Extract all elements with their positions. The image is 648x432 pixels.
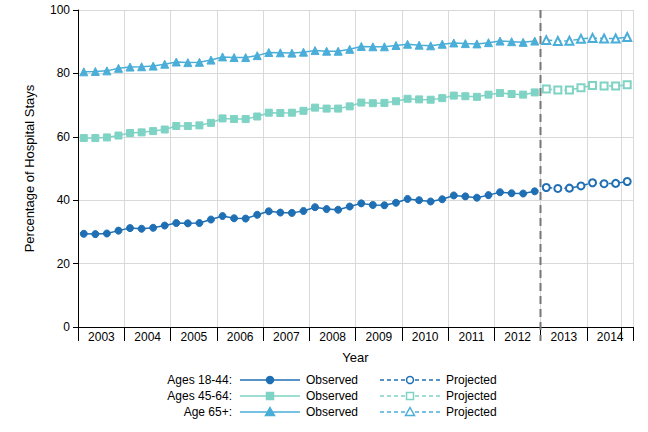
svg-text:2003: 2003 xyxy=(88,330,115,344)
svg-text:Percentage of Hospital Stays: Percentage of Hospital Stays xyxy=(22,84,37,252)
svg-text:Observed: Observed xyxy=(306,373,358,387)
svg-text:2010: 2010 xyxy=(412,330,439,344)
svg-text:Projected: Projected xyxy=(446,373,497,387)
svg-text:2006: 2006 xyxy=(227,330,254,344)
svg-text:80: 80 xyxy=(57,66,71,80)
svg-text:Age 65+:: Age 65+: xyxy=(184,405,232,419)
svg-text:2004: 2004 xyxy=(134,330,161,344)
svg-text:Ages 18-44:: Ages 18-44: xyxy=(167,373,232,387)
svg-text:Observed: Observed xyxy=(306,389,358,403)
svg-text:Observed: Observed xyxy=(306,405,358,419)
svg-text:Year: Year xyxy=(342,350,369,365)
svg-text:100: 100 xyxy=(50,3,70,17)
svg-text:0: 0 xyxy=(63,320,70,334)
svg-text:40: 40 xyxy=(57,193,71,207)
svg-text:2009: 2009 xyxy=(366,330,393,344)
svg-text:60: 60 xyxy=(57,130,71,144)
svg-text:2008: 2008 xyxy=(319,330,346,344)
svg-text:2011: 2011 xyxy=(459,330,485,344)
svg-text:Projected: Projected xyxy=(446,389,497,403)
svg-text:2012: 2012 xyxy=(504,330,531,344)
svg-text:20: 20 xyxy=(57,257,71,271)
svg-text:2013: 2013 xyxy=(551,330,578,344)
svg-text:Projected: Projected xyxy=(446,405,497,419)
svg-text:2007: 2007 xyxy=(273,330,300,344)
svg-text:Ages 45-64:: Ages 45-64: xyxy=(167,389,232,403)
svg-text:2005: 2005 xyxy=(181,330,208,344)
svg-text:2014: 2014 xyxy=(597,330,624,344)
